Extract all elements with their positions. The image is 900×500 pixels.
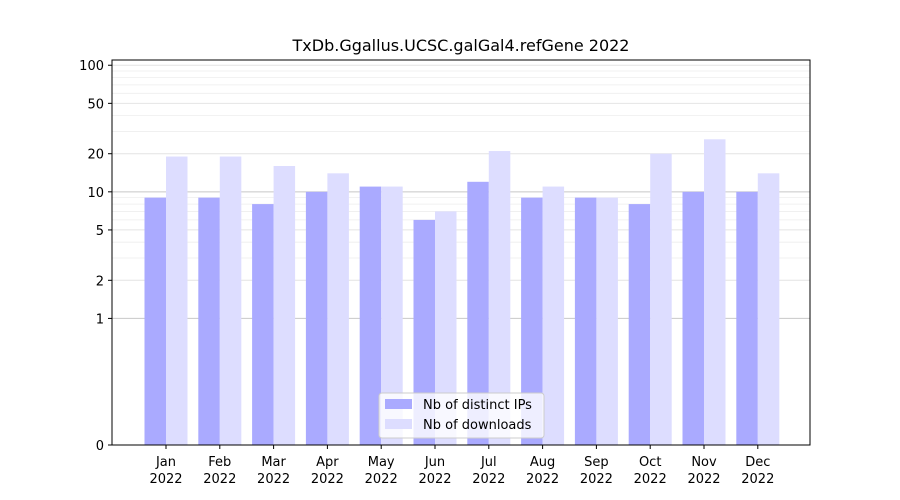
x-axis: Jan 2022 Feb 2022 Mar 2022 Apr 2022 May 2022 Jun 20… (149, 445, 774, 487)
bars-layer (144, 139, 780, 446)
x-tick-label-month: Apr (316, 455, 339, 470)
x-tick-label-year: 2022 (203, 472, 236, 487)
bar-downloads-sep (596, 197, 618, 445)
bar-downloads-mar (273, 165, 296, 446)
chart-title: TxDb.Ggallus.UCSC.galGal4.refGene 2022 (292, 36, 630, 55)
x-tick-label-year: 2022 (257, 472, 290, 487)
x-tick-label-month: Jun (424, 455, 445, 470)
x-tick-label-month: Aug (530, 455, 555, 470)
x-tick-label-month: Nov (691, 455, 717, 470)
bar-downloads-jun (435, 211, 457, 445)
y-tick-label: 1 (96, 312, 104, 327)
bar-downloads-jul (488, 151, 511, 445)
x-tick-label-year: 2022 (580, 472, 613, 487)
bar-downloads-aug (542, 186, 565, 446)
bar-distinct-ips-feb (198, 197, 220, 445)
bar-distinct-ips-may (359, 186, 382, 446)
bar-downloads-nov (704, 139, 726, 445)
bar-distinct-ips-aug (521, 197, 543, 445)
x-tick-label-month: Jul (480, 455, 497, 470)
y-tick-label: 0 (96, 439, 104, 454)
legend-swatch (385, 399, 412, 409)
plot-frame (111, 59, 811, 446)
x-tick-label-month: Oct (639, 455, 661, 470)
x-tick-label-year: 2022 (472, 472, 505, 487)
y-tick-label: 2 (96, 274, 104, 289)
x-tick-label-month: Mar (261, 455, 286, 470)
legend: Nb of distinct IPs Nb of downloads (378, 392, 545, 439)
x-tick-label-year: 2022 (634, 472, 667, 487)
y-tick-label: 50 (87, 97, 104, 112)
legend-label: Nb of distinct IPs (423, 398, 532, 413)
legend-swatch (385, 419, 412, 429)
x-tick-label-year: 2022 (687, 472, 720, 487)
bar-distinct-ips-jun (413, 219, 435, 445)
x-tick-label-month: Jan (155, 455, 176, 470)
y-tick-label: 10 (87, 186, 104, 201)
bar-distinct-ips-dec (736, 191, 758, 445)
bar-downloads-jan (166, 156, 188, 446)
bar-downloads-dec (757, 173, 780, 445)
x-tick-label-year: 2022 (418, 472, 451, 487)
bar-distinct-ips-oct (628, 204, 651, 445)
x-tick-label-year: 2022 (526, 472, 559, 487)
y-tick-label: 5 (96, 224, 104, 239)
y-tick-label: 100 (79, 59, 104, 74)
x-tick-label-month: Feb (208, 455, 231, 470)
bar-downloads-may (381, 186, 403, 446)
x-tick-label-month: Sep (584, 455, 609, 470)
x-tick-label-month: May (368, 455, 395, 470)
bar-distinct-ips-jul (467, 181, 489, 445)
x-tick-label-year: 2022 (311, 472, 344, 487)
bar-distinct-ips-sep (574, 197, 597, 445)
bar-distinct-ips-jan (144, 197, 166, 445)
x-tick-label-year: 2022 (741, 472, 774, 487)
bar-distinct-ips-mar (252, 204, 274, 445)
y-tick-label: 20 (87, 148, 104, 163)
bar-downloads-feb (219, 156, 242, 446)
legend-label: Nb of downloads (423, 418, 532, 433)
x-tick-label-month: Dec (745, 455, 770, 470)
x-tick-label-year: 2022 (149, 472, 182, 487)
y-axis: 0 1 2 5 10 20 50 100 (79, 59, 112, 454)
bar-distinct-ips-nov (682, 191, 704, 445)
x-tick-label-year: 2022 (365, 472, 398, 487)
legend-box (378, 392, 545, 439)
bar-downloads-oct (650, 153, 672, 446)
bar-distinct-ips-apr (305, 191, 328, 445)
bar-downloads-apr (327, 173, 349, 445)
